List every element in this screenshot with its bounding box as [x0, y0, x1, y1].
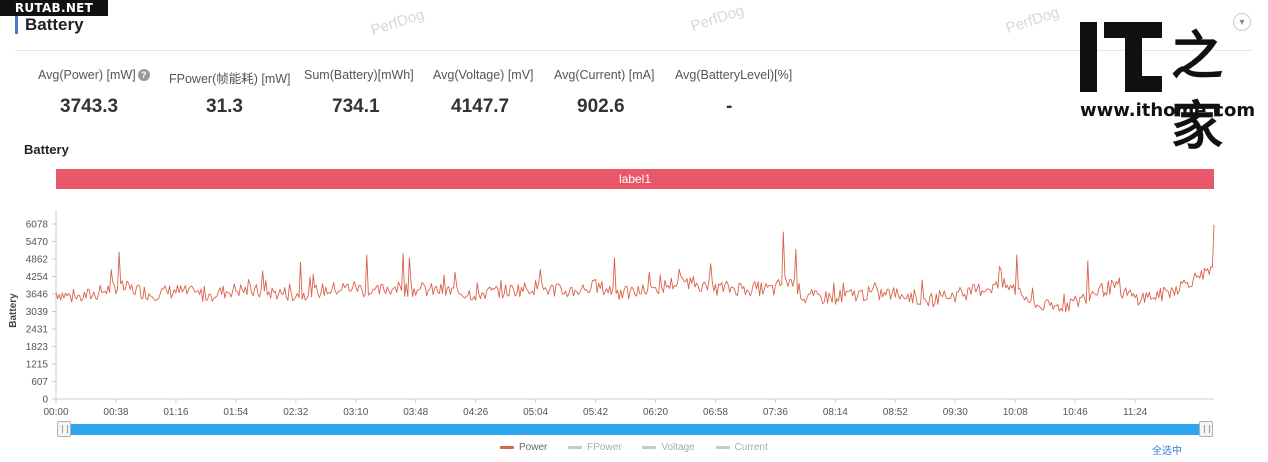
chart-legend: Power FPower Voltage Current: [500, 442, 786, 453]
stat-label-sum-battery: Sum(Battery)[mWh]: [304, 68, 414, 82]
stat-label-avg-power: Avg(Power) [mW]?: [38, 68, 150, 82]
x-tick-label: 05:04: [523, 407, 548, 418]
chart-title: Battery: [24, 142, 69, 157]
ithome-logo-icon: [1080, 22, 1162, 92]
site-badge: RUTAB.NET: [0, 0, 108, 16]
x-tick-label: 10:08: [1003, 407, 1028, 418]
label-band[interactable]: label1: [56, 169, 1214, 189]
x-tick-label: 09:30: [943, 407, 968, 418]
y-tick-label: 6078: [26, 220, 49, 231]
stat-label-fpower: FPower(帧能耗) [mW]: [169, 72, 291, 86]
legend-item-fpower[interactable]: FPower: [568, 442, 622, 453]
stat-label-avg-current: Avg(Current) [mA]: [554, 68, 655, 82]
stat-value-avg-current: 902.6: [577, 96, 625, 117]
zoom-slider-left-handle[interactable]: [57, 421, 71, 437]
stat-label-avg-voltage: Avg(Voltage) [mV]: [433, 68, 534, 82]
ithome-url: www.ithome.com: [1080, 100, 1256, 121]
watermark: PerfDog: [1003, 3, 1062, 38]
x-tick-label: 00:38: [103, 407, 128, 418]
y-tick-label: 5470: [26, 237, 49, 248]
collapse-chevron-icon[interactable]: ▾: [1233, 13, 1251, 31]
x-tick-label: 01:54: [223, 407, 248, 418]
x-tick-label: 08:52: [883, 407, 908, 418]
x-tick-label: 05:42: [583, 407, 608, 418]
battery-line-chart: 0 607 1215 1823 2431 3039 3646 4254 4862 5470 6078…: [8, 210, 1215, 418]
x-tick-label: 08:14: [823, 407, 848, 418]
y-tick-label: 607: [31, 377, 48, 388]
x-tick-label: 10:46: [1063, 407, 1088, 418]
stat-label-avg-battery-level: Avg(BatteryLevel)[%]: [675, 68, 793, 82]
help-icon[interactable]: ?: [137, 69, 150, 81]
x-tick-label: 03:10: [343, 407, 368, 418]
y-tick-label: 1215: [26, 360, 49, 371]
section-divider: [15, 50, 1253, 51]
zoom-slider-track[interactable]: [58, 424, 1213, 435]
zoom-slider-right-handle[interactable]: [1199, 421, 1213, 437]
legend-item-power[interactable]: Power: [500, 442, 547, 453]
section-title: Battery: [25, 15, 84, 34]
y-tick-label: 0: [42, 395, 48, 406]
x-tick-label: 00:00: [43, 407, 68, 418]
y-axis-label: Battery: [8, 293, 19, 328]
x-tick-label: 02:32: [283, 407, 308, 418]
x-tick-label: 11:24: [1123, 407, 1148, 418]
stat-value-avg-power: 3743.3: [60, 96, 119, 117]
select-all-link[interactable]: 全选中: [1152, 446, 1182, 457]
watermark: PerfDog: [368, 5, 427, 40]
y-tick-label: 1823: [26, 342, 49, 353]
stat-value-avg-battery-level: -: [726, 96, 733, 117]
series-group: [55, 224, 1215, 313]
legend-item-current[interactable]: Current: [715, 442, 768, 453]
x-tick-label: 06:58: [703, 407, 728, 418]
stat-value-avg-voltage: 4147.7: [451, 96, 510, 117]
series-line-power: [55, 224, 1215, 313]
x-tick-label: 07:36: [763, 407, 788, 418]
stat-value-sum-battery: 734.1: [332, 96, 380, 117]
x-tick-label: 04:26: [463, 407, 488, 418]
y-axis: 0 607 1215 1823 2431 3039 3646 4254 4862 5470 6078…: [8, 210, 57, 406]
y-tick-label: 2431: [26, 325, 49, 336]
y-tick-label: 4862: [26, 255, 49, 266]
watermark: PerfDog: [688, 1, 747, 36]
x-tick-label: 03:48: [403, 407, 428, 418]
x-tick-label: 01:16: [163, 407, 188, 418]
ithome-logo-home-glyph: 之家: [1171, 26, 1224, 157]
x-axis: 00:00 00:38 01:16 01:54 02:32 03:10 03:48 04:26…: [43, 398, 1214, 418]
y-tick-label: 3039: [26, 307, 49, 318]
y-tick-label: 4254: [26, 272, 49, 283]
x-tick-label: 06:20: [643, 407, 668, 418]
stat-value-fpower: 31.3: [206, 96, 243, 117]
y-tick-label: 3646: [26, 290, 49, 301]
section-accent-bar: [15, 16, 18, 34]
legend-item-voltage[interactable]: Voltage: [642, 442, 695, 453]
